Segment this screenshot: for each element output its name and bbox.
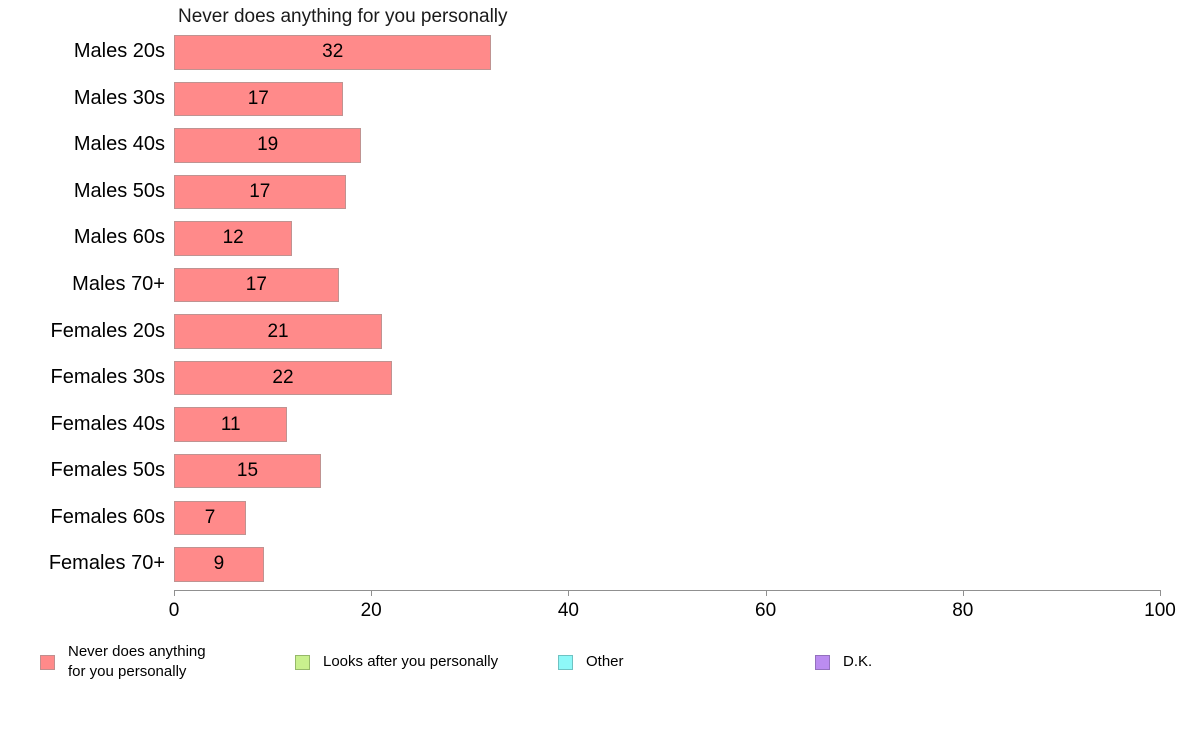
bar-value-label: 9 bbox=[213, 553, 225, 575]
x-tick-label: 40 bbox=[557, 600, 579, 621]
bar-value-label: 15 bbox=[236, 460, 259, 482]
legend-item: D.K. bbox=[815, 640, 872, 684]
legend-label: Other bbox=[586, 653, 624, 670]
x-tick bbox=[174, 590, 175, 596]
category-label: Males 20s bbox=[73, 40, 165, 63]
category-label: Females 50s bbox=[50, 459, 166, 482]
legend-label: D.K. bbox=[843, 653, 873, 670]
x-tick-label: 0 bbox=[168, 600, 180, 621]
legend-label: Never does anything for you personally bbox=[68, 643, 206, 680]
category-label: Females 40s bbox=[50, 412, 166, 435]
x-tick bbox=[371, 590, 373, 596]
bar-value-label: 17 bbox=[247, 87, 269, 109]
category-label: Females 60s bbox=[50, 505, 166, 528]
category-label: Females 30s bbox=[50, 366, 166, 389]
bar: 17 bbox=[174, 267, 339, 303]
legend-item: Other bbox=[558, 640, 624, 684]
legend-swatch bbox=[295, 654, 310, 670]
legend-swatch bbox=[40, 654, 55, 670]
bar: 19 bbox=[174, 128, 362, 163]
bar-value-label: 11 bbox=[220, 413, 241, 435]
bar: 32 bbox=[174, 35, 492, 70]
category-label: Females 70+ bbox=[48, 552, 165, 575]
x-tick bbox=[1160, 590, 1161, 596]
x-tick-label: 60 bbox=[755, 600, 777, 621]
bar-value-label: 17 bbox=[245, 274, 267, 295]
bar-value-label: 12 bbox=[222, 227, 244, 249]
bar-value-label: 7 bbox=[204, 506, 216, 528]
x-tick-label: 20 bbox=[360, 600, 382, 621]
x-tick-label: 80 bbox=[952, 600, 974, 621]
legend-label: Looks after you personally bbox=[323, 653, 499, 670]
bar: 15 bbox=[174, 453, 321, 489]
category-label: Males 70+ bbox=[72, 273, 165, 295]
legend-swatch bbox=[815, 654, 830, 670]
bar: 17 bbox=[174, 81, 343, 117]
legend-item: Looks after you personally bbox=[295, 640, 498, 684]
category-label: Males 30s bbox=[73, 86, 165, 109]
x-tick-label: 100 bbox=[1144, 600, 1176, 621]
category-label: Males 40s bbox=[73, 133, 165, 156]
bar: 22 bbox=[174, 360, 392, 396]
legend-swatch bbox=[558, 654, 573, 670]
x-axis-line bbox=[174, 590, 1161, 591]
bar: 17 bbox=[174, 174, 346, 210]
bar-value-label: 32 bbox=[322, 41, 344, 63]
category-label: Females 20s bbox=[50, 319, 166, 342]
bar: 11 bbox=[174, 407, 288, 442]
bar-value-label: 22 bbox=[272, 367, 294, 389]
bar-value-label: 19 bbox=[257, 134, 279, 156]
bar: 9 bbox=[174, 547, 264, 582]
x-tick bbox=[962, 590, 964, 596]
bar-value-label: 17 bbox=[249, 180, 271, 202]
category-label: Males 50s bbox=[73, 179, 165, 202]
x-tick bbox=[765, 590, 767, 596]
category-label: Males 60s bbox=[73, 226, 165, 249]
bar: 21 bbox=[174, 314, 383, 349]
legend-item: Never does anything for you personally bbox=[40, 640, 206, 684]
chart-title: Never does anything for you personally bbox=[178, 6, 508, 27]
x-tick bbox=[568, 590, 570, 596]
bar: 12 bbox=[174, 221, 293, 256]
bar-value-label: 21 bbox=[267, 320, 289, 342]
bar: 7 bbox=[174, 500, 246, 535]
